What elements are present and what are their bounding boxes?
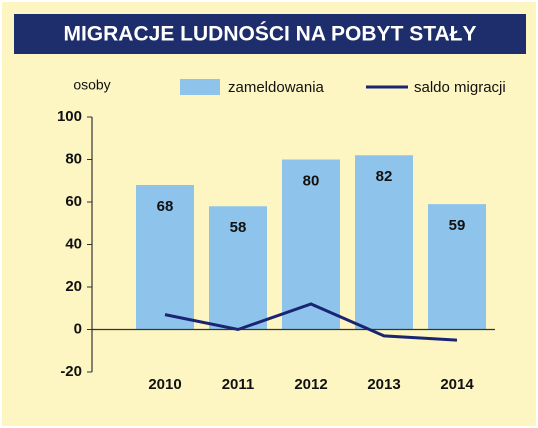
bar [209,206,267,330]
data-label: 58 [230,219,247,236]
y-tick-label: 100 [57,108,82,125]
title-banner [14,14,526,54]
y-tick-label: 40 [65,235,82,252]
bar [136,185,194,330]
legend-label: zameldowania [228,79,325,96]
data-label: 68 [157,198,174,215]
legend-label: saldo migracji [414,79,506,96]
y-tick-label: 60 [65,193,82,210]
y-tick-label: 80 [65,150,82,167]
x-tick-label: 2012 [294,376,327,393]
y-tick-label: 0 [74,320,82,337]
data-label: 59 [449,217,466,234]
x-tick-label: 2013 [367,376,400,393]
chart-title: MIGRACJE LUDNOŚCI NA POBYT STAŁY [63,22,476,46]
y-tick-label: 20 [65,278,82,295]
line [164,302,458,342]
bar [282,159,340,330]
data-label: 80 [303,172,320,189]
y-axis-label: osoby [73,77,110,93]
x-tick-label: 2010 [148,376,181,393]
data-label: 82 [376,168,393,185]
bar [428,204,486,330]
bar [355,155,413,330]
y-tick-label: -20 [60,363,82,380]
legend-swatch [180,79,220,95]
x-tick-label: 2011 [222,376,255,393]
x-tick-label: 2014 [440,376,474,393]
